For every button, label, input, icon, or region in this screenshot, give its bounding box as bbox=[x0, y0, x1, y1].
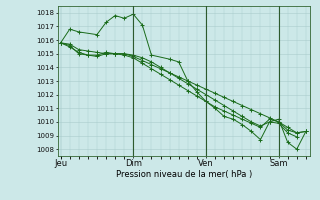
X-axis label: Pression niveau de la mer( hPa ): Pression niveau de la mer( hPa ) bbox=[116, 170, 252, 179]
